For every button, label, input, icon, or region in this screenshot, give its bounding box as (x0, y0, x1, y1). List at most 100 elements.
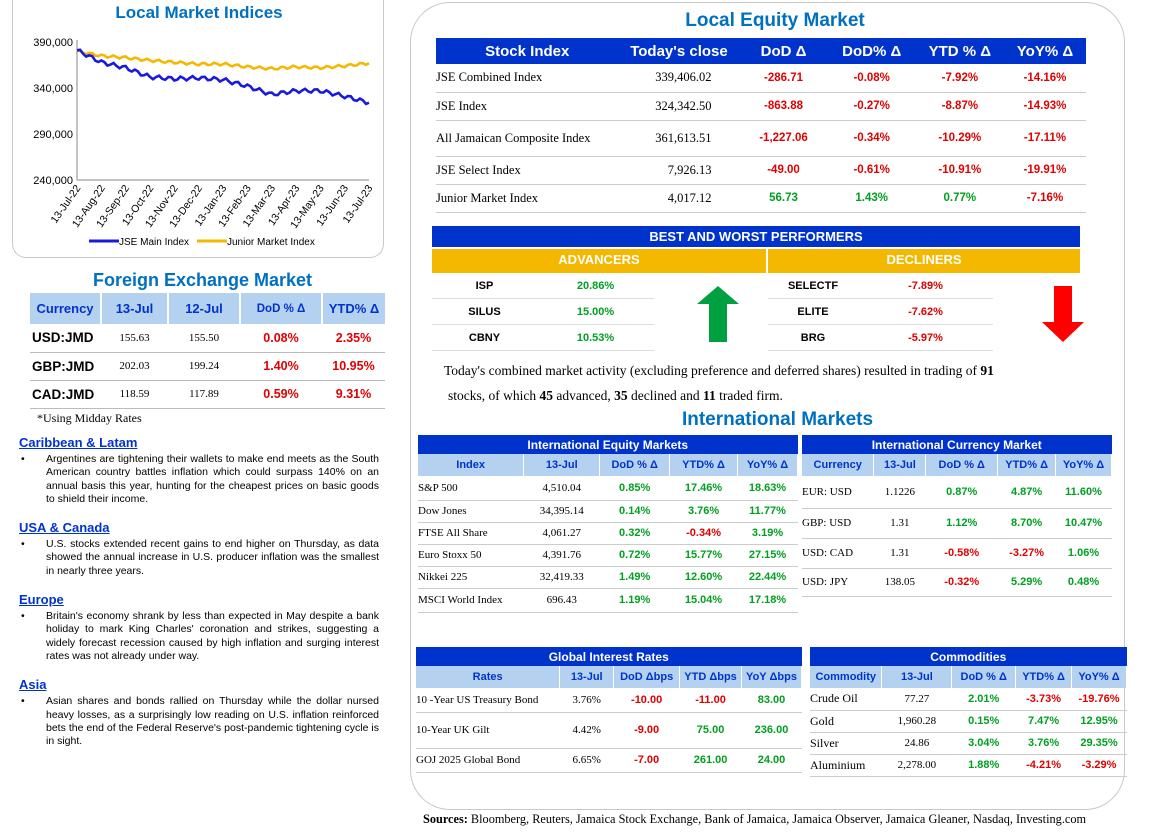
y-tick-label: 290,000 (33, 129, 73, 141)
rates-val: 6.65% (559, 748, 614, 773)
equity-row: JSE Index 324,342.50 -863.88 -0.27% -8.87% -1… (436, 92, 1086, 121)
fx-header-date1: 13-Jul (101, 293, 169, 324)
rates-val: 4.42% (559, 712, 614, 749)
intl_equity-row: Euro Stoxx 50 4,391.76 0.72% 15.77% 27.15% (418, 544, 798, 567)
intl_equity-header: YTD% Δ (669, 454, 739, 476)
equity-dodp: -0.27% (827, 92, 916, 121)
news-heading[interactable]: Asia (19, 677, 47, 693)
commodities-name: Crude Oil (810, 688, 882, 711)
fx-title: Foreign Exchange Market (92, 270, 313, 290)
intl_equity-ytd: 15.04% (669, 588, 738, 613)
fx-dod: 0.08% (240, 324, 322, 353)
decliners-pct: -7.62% (908, 305, 943, 318)
right-panel-frame (410, 2, 1125, 810)
commodities-val: 77.27 (881, 688, 952, 711)
intl_fx-ytd: 5.29% (997, 568, 1056, 597)
intl_fx-yoy: 10.47% (1055, 508, 1112, 539)
intl_fx-val: 1.31 (873, 508, 926, 539)
fx-row: GBP:JMD 202.03 199.24 1.40% 10.95% (30, 352, 385, 381)
local-indices-panel: Local Market Indices 390,000 340,000 290,0… (12, 0, 384, 258)
news-text: Argentines are tightening their wallets … (46, 453, 379, 505)
fx-ytd: 9.31% (322, 380, 385, 409)
commodities-row: Silver 24.86 3.04% 3.76% 29.35% (810, 732, 1127, 755)
intl_equity-title-row: International Equity Markets (418, 435, 798, 454)
local-indices-chart: 390,000340,000290,000240,00013-Jul-2213-… (33, 37, 375, 248)
intl_equity-name: MSCI World Index (418, 588, 524, 613)
commodities-ytd: -3.73% (1015, 688, 1072, 711)
intl_fx-row: GBP: USD 1.31 1.12% 8.70% 10.47% (802, 508, 1112, 539)
intl_equity-header-row: Index 13-Jul DoD % Δ YTD% Δ YoY% Δ (418, 454, 798, 476)
y-tick-label: 340,000 (33, 83, 73, 95)
legend-label-junior: Junior Market Index (227, 237, 315, 248)
intl_equity-dod: 0.14% (599, 500, 670, 523)
intl_fx-val: 1.31 (873, 538, 926, 569)
rates-yoy: 236.00 (741, 712, 802, 749)
equity-close: 361,613.51 (618, 120, 740, 157)
news-heading[interactable]: Europe (19, 592, 64, 608)
advancers-row: SILUS 15.00% (432, 299, 654, 325)
fx-rate-today: 155.63 (101, 324, 168, 353)
commodities-row: Crude Oil 77.27 2.01% -3.73% -19.76% (810, 688, 1127, 711)
advancers-ticker: CBNY (468, 331, 501, 344)
intl_fx-row: USD: JPY 138.05 -0.32% 5.29% 0.48% (802, 568, 1112, 597)
bullet-icon: • (21, 453, 25, 465)
rates-yoy: 83.00 (741, 688, 802, 713)
intl_equity-ytd: 3.76% (669, 500, 738, 523)
intl_equity-title: International Equity Markets (418, 435, 798, 454)
intl-equity-block: International Equity Markets Index 13-Jul D… (418, 435, 798, 613)
news-text: Britain's economy shrank by less than ex… (46, 610, 379, 662)
equity-index-name: All Jamaican Composite Index (436, 120, 619, 157)
intl_equity-dod: 1.19% (599, 588, 670, 613)
summary-advanced: 45 (539, 388, 554, 403)
fx-ytd: 10.95% (322, 352, 385, 381)
equity-yoy: -17.11% (1003, 120, 1086, 157)
summary-text: Today's combined market activity (exclud… (444, 363, 981, 378)
rates-name: 10-Year UK Gilt (416, 712, 560, 749)
intl_fx-yoy: 0.48% (1055, 568, 1112, 597)
rates-row: 10-Year UK Gilt 4.42% -9.00 75.00 236.00 (416, 712, 802, 749)
rates-header-row: Rates 13-Jul DoD Δbps YTD Δbps YoY Δbps (416, 666, 802, 688)
intl_fx-ytd: -3.27% (997, 538, 1056, 569)
sources-text: Bloomberg, Reuters, Jamaica Stock Exchan… (467, 812, 1087, 826)
intl_equity-val: 4,061.27 (523, 522, 600, 545)
fx-row: USD:JMD 155.63 155.50 0.08% 2.35% (30, 324, 385, 353)
news-heading[interactable]: USA & Canada (19, 520, 110, 536)
rates-val: 3.76% (559, 688, 614, 713)
decliners-row: ELITE -7.62% (768, 299, 993, 325)
fx-currency: USD:JMD (30, 324, 101, 353)
news-item: • U.S. stocks extended recent gains to en… (19, 538, 379, 578)
decliners-ticker: SELECTF (787, 279, 839, 292)
fx-header-date2: 12-Jul (168, 293, 241, 324)
intl_fx-header: YoY% Δ (1055, 454, 1112, 476)
equity-dod: -286.71 (739, 64, 828, 93)
equity-index-name: JSE Index (436, 92, 619, 121)
intl_equity-row: Dow Jones 34,395.14 0.14% 3.76% 11.77% (418, 500, 798, 523)
intl_equity-dod: 0.32% (599, 522, 670, 545)
decliners-row: SELECTF -7.89% (768, 273, 993, 299)
commodities-row: Aluminium 2,278.00 1.88% -4.21% -3.29% (810, 754, 1127, 777)
legend-label-jse: JSE Main Index (119, 237, 189, 248)
equity-header-dod: DoD Δ (739, 38, 828, 64)
news-heading[interactable]: Caribbean & Latam (19, 435, 138, 450)
intl_equity-header: 13-Jul (523, 454, 601, 476)
intl_fx-header-row: Currency 13-Jul DoD % Δ YTD% Δ YoY% Δ (802, 454, 1112, 476)
equity-row: JSE Select Index 7,926.13 -49.00 -0.61% -10.… (436, 156, 1086, 185)
equity-header-index: Stock Index (436, 38, 619, 64)
intl_fx-header: 13-Jul (873, 454, 927, 476)
news-item: • Asian shares and bonds rallied on Thurs… (19, 695, 379, 748)
equity-dod: -49.00 (739, 156, 828, 185)
intl_equity-ytd: 15.77% (669, 544, 738, 567)
intl_fx-val: 1.1226 (873, 476, 926, 509)
rates-title: Global Interest Rates (416, 647, 802, 666)
intl_equity-name: Euro Stoxx 50 (418, 544, 524, 567)
equity-dodp: -0.34% (827, 120, 916, 157)
intl_equity-row: MSCI World Index 696.43 1.19% 15.04% 17.18% (418, 588, 798, 613)
equity-row: All Jamaican Composite Index 361,613.51 -1… (436, 120, 1086, 157)
intl_equity-yoy: 18.63% (737, 476, 798, 501)
intl_equity-name: FTSE All Share (418, 522, 524, 545)
rates-ytd: 261.00 (679, 748, 742, 773)
equity-yoy: -19.91% (1003, 156, 1086, 185)
commodities-val: 24.86 (881, 732, 952, 755)
equity-header-yoy: YoY% Δ (1003, 38, 1086, 64)
